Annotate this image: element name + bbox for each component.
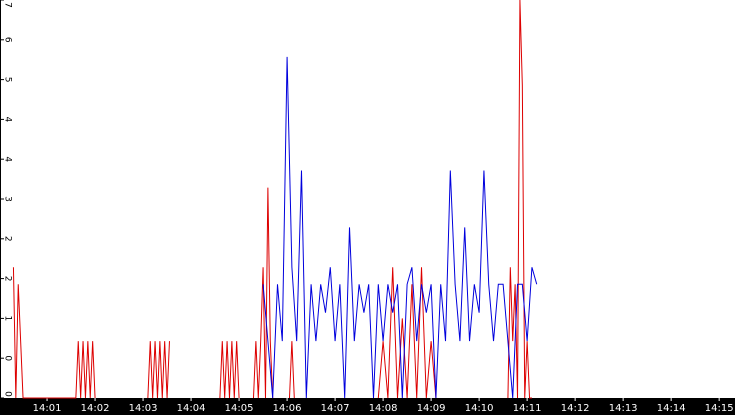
- y-tick-label: 4: [3, 117, 13, 123]
- x-axis-band: [0, 398, 735, 415]
- y-tick-label: 1: [3, 316, 13, 322]
- x-tick-label: 14:15: [705, 403, 734, 414]
- series-line: [507, 0, 532, 399]
- y-tick-label: 6: [3, 37, 13, 43]
- x-tick-label: 14:05: [225, 403, 254, 414]
- series-line: [377, 267, 437, 399]
- x-tick-label: 14:13: [609, 403, 638, 414]
- series-line: [262, 56, 538, 399]
- x-tick-label: 14:10: [465, 403, 494, 414]
- y-tick-label: 3: [3, 196, 13, 202]
- y-tick-label: 0: [3, 355, 13, 361]
- x-tick-label: 14:06: [273, 403, 302, 414]
- y-tick-label: 5: [3, 77, 13, 83]
- series-line: [288, 341, 295, 399]
- x-tick-label: 14:01: [33, 403, 62, 414]
- series-line: [12, 267, 96, 399]
- x-tick-label: 14:04: [177, 403, 206, 414]
- x-tick-label: 14:03: [129, 403, 158, 414]
- y-tick-label: 0: [3, 391, 13, 397]
- y-tick-label: 4: [3, 156, 13, 162]
- series-line: [252, 187, 274, 399]
- x-tick-label: 14:02: [81, 403, 110, 414]
- x-tick-label: 14:14: [657, 403, 686, 414]
- x-tick-label: 14:09: [417, 403, 446, 414]
- x-tick-label: 14:11: [513, 403, 542, 414]
- y-tick-label: 7: [3, 2, 13, 8]
- y-tick-label: 2: [3, 276, 13, 282]
- x-tick-label: 14:08: [369, 403, 398, 414]
- x-tick-label: 14:12: [561, 403, 590, 414]
- series-line: [219, 341, 240, 399]
- series-line: [147, 341, 170, 399]
- x-tick-label: 14:07: [321, 403, 350, 414]
- y-tick-label: 2: [3, 236, 13, 242]
